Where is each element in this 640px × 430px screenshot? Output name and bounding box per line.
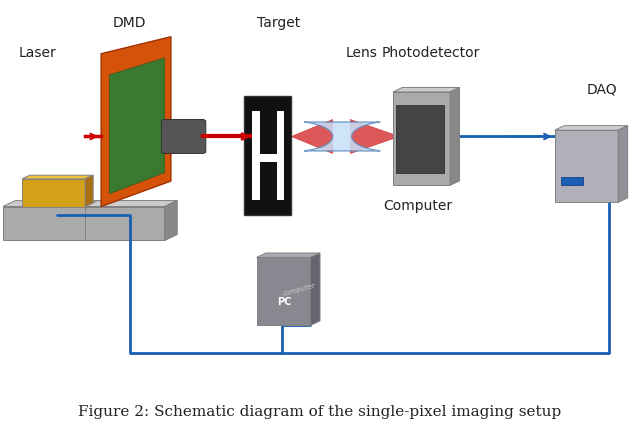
Polygon shape xyxy=(310,253,320,326)
Polygon shape xyxy=(85,206,164,240)
Polygon shape xyxy=(22,179,85,206)
Bar xyxy=(252,154,284,162)
Polygon shape xyxy=(85,175,93,206)
Polygon shape xyxy=(257,258,310,326)
Text: Computer: Computer xyxy=(383,199,452,213)
Polygon shape xyxy=(351,120,399,154)
Bar xyxy=(396,104,444,172)
Text: DAQ: DAQ xyxy=(587,82,618,96)
Polygon shape xyxy=(555,126,628,130)
Polygon shape xyxy=(85,200,177,206)
Polygon shape xyxy=(555,130,618,202)
Bar xyxy=(561,177,583,185)
Polygon shape xyxy=(109,58,164,194)
Text: Target: Target xyxy=(257,16,300,31)
Polygon shape xyxy=(393,87,460,92)
FancyBboxPatch shape xyxy=(161,120,206,154)
Polygon shape xyxy=(101,37,171,206)
Polygon shape xyxy=(3,206,101,240)
Text: DMD: DMD xyxy=(113,16,147,31)
Polygon shape xyxy=(101,200,114,240)
Polygon shape xyxy=(618,126,628,202)
Polygon shape xyxy=(257,253,320,258)
Text: Lens: Lens xyxy=(346,46,377,60)
Text: PC: PC xyxy=(276,297,291,307)
Polygon shape xyxy=(3,200,114,206)
Bar xyxy=(244,96,291,215)
Text: Photodetector: Photodetector xyxy=(382,46,480,60)
Polygon shape xyxy=(22,175,93,179)
Polygon shape xyxy=(450,87,460,185)
Bar xyxy=(252,111,260,200)
Bar xyxy=(277,111,284,200)
Polygon shape xyxy=(291,120,333,154)
Polygon shape xyxy=(393,92,450,185)
Polygon shape xyxy=(304,122,380,151)
Text: Laser: Laser xyxy=(19,46,56,60)
Text: Figure 2: Schematic diagram of the single-pixel imaging setup: Figure 2: Schematic diagram of the singl… xyxy=(78,405,562,419)
Polygon shape xyxy=(164,200,177,240)
Text: computer: computer xyxy=(282,282,317,297)
